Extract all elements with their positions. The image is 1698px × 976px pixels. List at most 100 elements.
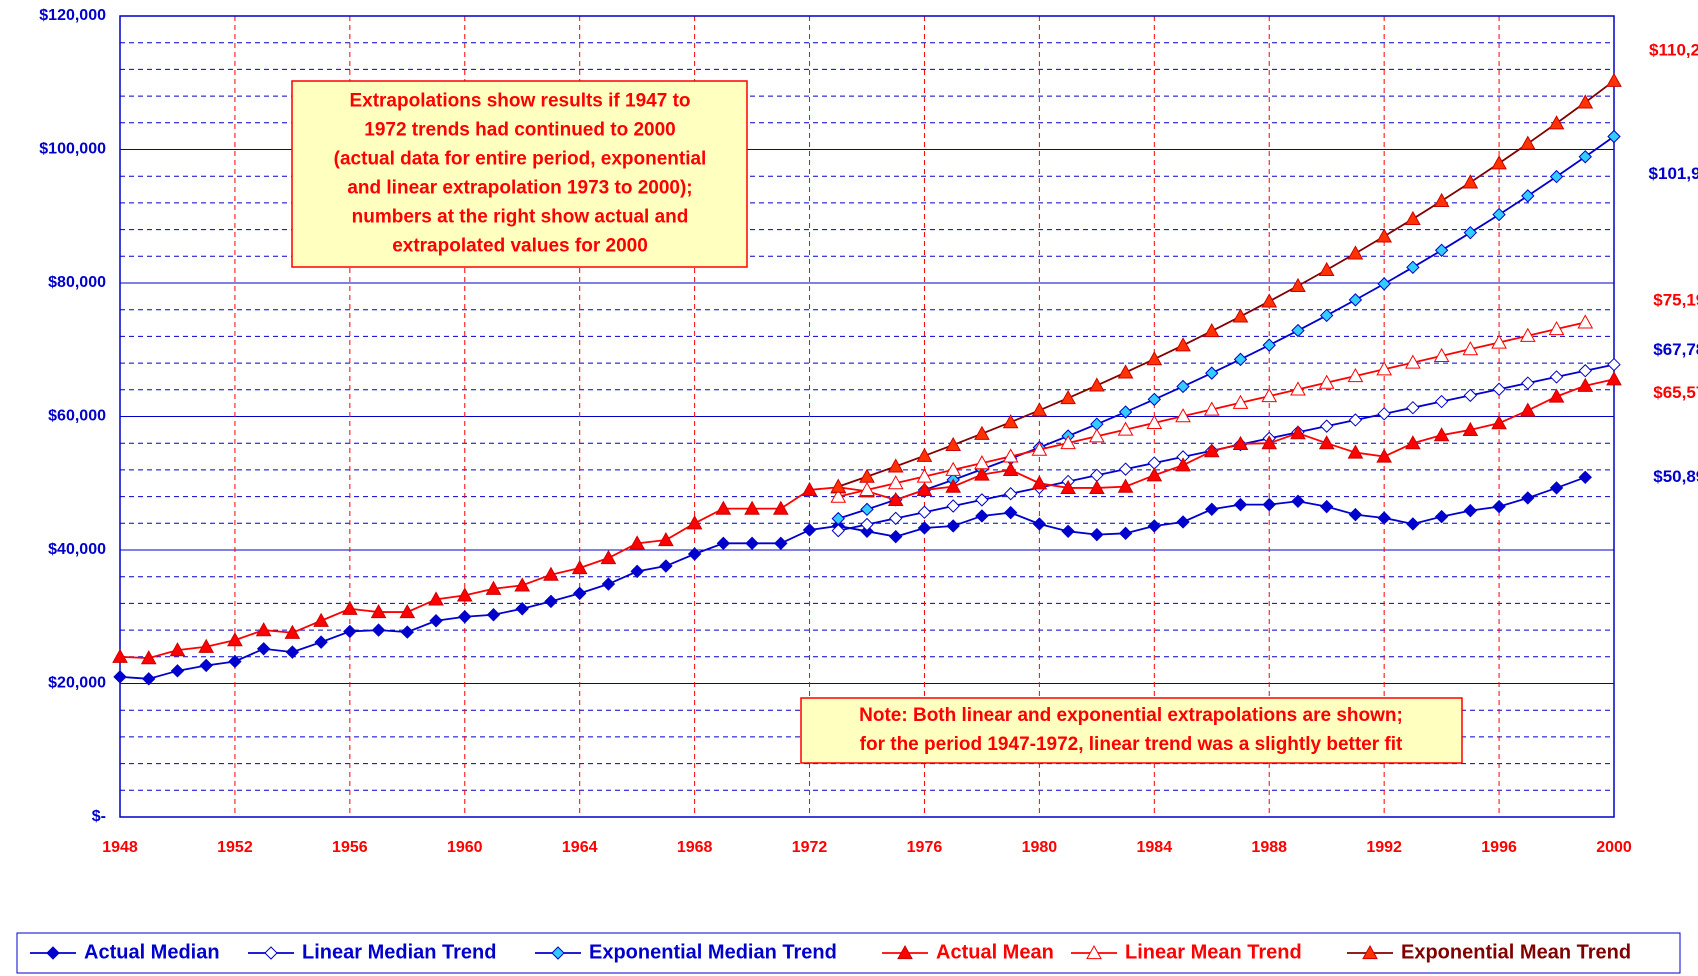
end-label: $101,947	[1649, 164, 1698, 183]
marker	[1088, 479, 1105, 495]
legend-label: Actual Mean	[936, 941, 1054, 963]
x-tick-label: 1980	[1022, 839, 1058, 856]
marker	[1290, 277, 1306, 292]
y-tick-label: $40,000	[48, 541, 106, 558]
marker	[1462, 341, 1479, 356]
marker	[600, 549, 617, 565]
legend-label: Linear Median Trend	[302, 941, 496, 963]
marker	[1032, 517, 1047, 531]
y-tick-label: $80,000	[48, 274, 106, 291]
marker	[1521, 189, 1535, 203]
marker	[716, 536, 731, 551]
marker	[715, 500, 732, 515]
marker	[946, 519, 960, 533]
marker	[917, 505, 932, 519]
end-label: $50,890	[1653, 467, 1698, 486]
marker	[142, 672, 156, 686]
marker	[1462, 421, 1479, 436]
marker	[830, 478, 847, 493]
marker	[458, 610, 472, 624]
marker	[113, 670, 127, 684]
marker	[1549, 481, 1564, 495]
marker	[1060, 390, 1076, 405]
marker	[1406, 260, 1420, 275]
marker	[945, 478, 962, 493]
legend-label: Actual Median	[84, 941, 220, 963]
marker	[1578, 364, 1592, 378]
marker	[1003, 505, 1018, 520]
marker	[1232, 308, 1249, 323]
legend-marker	[897, 944, 913, 960]
marker	[887, 475, 904, 490]
annotation-text: extrapolated values for 2000	[392, 236, 648, 257]
annotation-text: and linear extrapolation 1973 to 2000);	[347, 178, 692, 199]
marker	[515, 602, 529, 616]
marker	[514, 577, 531, 592]
marker	[400, 625, 415, 639]
marker	[1203, 323, 1220, 338]
marker	[227, 632, 243, 647]
marker	[1090, 527, 1104, 542]
marker	[887, 491, 904, 507]
marker	[1176, 515, 1190, 529]
marker	[1031, 402, 1048, 417]
marker	[1118, 405, 1133, 419]
marker	[772, 500, 789, 515]
marker	[1060, 479, 1076, 495]
marker	[1233, 497, 1248, 512]
marker	[343, 624, 357, 639]
marker	[1319, 308, 1334, 323]
x-tick-label: 1948	[102, 839, 138, 856]
marker	[399, 604, 416, 619]
marker	[1233, 352, 1248, 367]
marker	[1348, 293, 1363, 307]
marker	[1061, 524, 1075, 539]
marker	[1548, 115, 1565, 130]
marker	[1433, 192, 1450, 207]
end-label: $75,190	[1653, 291, 1698, 310]
marker	[1607, 129, 1621, 144]
marker	[830, 488, 847, 503]
marker	[859, 481, 875, 497]
end-label: $65,574	[1653, 383, 1698, 402]
x-tick-label: 2000	[1596, 839, 1632, 856]
marker	[1290, 381, 1306, 396]
legend-marker	[551, 946, 565, 960]
marker	[1463, 388, 1478, 403]
marker	[686, 515, 703, 530]
annotation-text: numbers at the right show actual and	[352, 207, 689, 228]
marker	[1577, 314, 1594, 329]
marker	[1491, 415, 1507, 430]
plot-frame	[119, 15, 1615, 818]
marker	[802, 523, 817, 537]
marker	[341, 600, 358, 615]
marker	[1002, 461, 1019, 476]
marker	[169, 642, 186, 657]
marker	[1376, 361, 1393, 376]
marker	[456, 587, 473, 602]
marker	[370, 604, 387, 619]
marker	[572, 586, 587, 601]
marker	[1492, 499, 1506, 514]
x-tick-label: 1972	[792, 839, 828, 856]
marker	[1175, 337, 1191, 352]
legend-label: Linear Mean Trend	[1125, 941, 1302, 963]
series-line	[837, 80, 1615, 488]
marker	[1606, 371, 1622, 386]
annotation-text: (actual data for entire period, exponent…	[334, 149, 707, 170]
marker	[544, 594, 558, 609]
marker	[140, 650, 157, 665]
marker	[916, 468, 933, 483]
y-tick-label: $120,000	[39, 7, 106, 24]
end-label: $67,780	[1653, 340, 1698, 359]
marker	[1607, 357, 1621, 372]
y-tick-label: $-	[92, 808, 106, 825]
marker	[1175, 408, 1191, 423]
marker	[1175, 457, 1191, 472]
marker	[601, 577, 616, 591]
annotation-text: for the period 1947-1972, linear trend w…	[860, 734, 1403, 755]
marker	[1348, 413, 1363, 427]
marker	[745, 536, 759, 551]
marker	[429, 614, 443, 628]
